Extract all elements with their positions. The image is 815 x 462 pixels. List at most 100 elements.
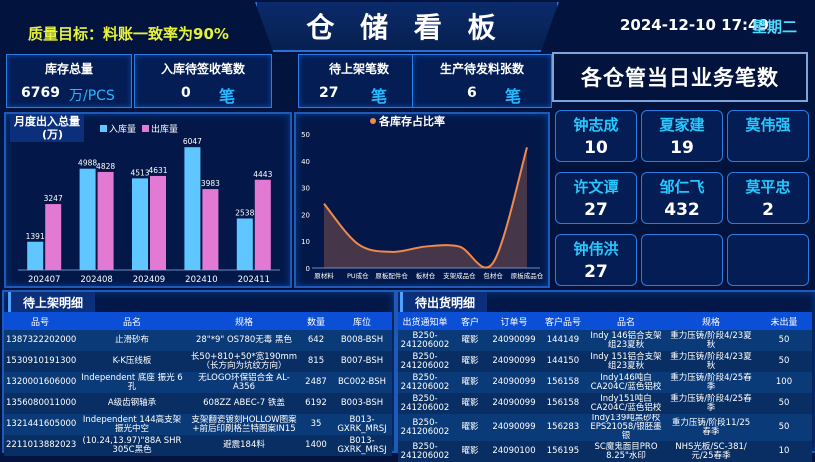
- column-header: 数量: [300, 312, 332, 330]
- table-cell: 22110138820230: [4, 435, 76, 456]
- table-cell: 156158: [540, 372, 586, 393]
- table-cell: Independent 底座 振光 6孔: [76, 372, 188, 393]
- table-cell: 50: [756, 414, 812, 441]
- person-name: 许文谭: [573, 178, 619, 196]
- bar: [27, 241, 44, 270]
- table-row[interactable]: B250-241206002 曜影 24090099 156283 Indy139吨黑砂…: [398, 414, 812, 441]
- data-label: 4513: [130, 168, 149, 177]
- table-row[interactable]: B250-241206002 曜影 24090099 156158 Indy146吨白C…: [398, 372, 812, 393]
- quality-target: 质量目标：料账一致率为90%: [28, 25, 229, 43]
- data-label: 3983: [201, 179, 220, 188]
- stat-unit: 笔: [219, 87, 236, 106]
- person-card: [641, 234, 723, 286]
- stat-title: 库存总量: [44, 62, 93, 76]
- y-tick-label: 10: [301, 238, 310, 246]
- table-cell: 24090099: [488, 372, 540, 393]
- series-line: [323, 147, 528, 269]
- table-cell: 156195: [540, 441, 586, 462]
- table-cell: NHS光板/SC-381/元/25春季: [666, 441, 756, 462]
- person-card: [727, 234, 809, 286]
- table-cell: 24090099: [488, 330, 540, 351]
- person-name: 钟志成: [573, 116, 619, 134]
- data-label: 2538: [235, 208, 254, 217]
- table-cell: B007-BSH: [332, 351, 392, 372]
- bar: [97, 171, 114, 270]
- ratio-chart-title: 各库存占比率: [378, 114, 445, 128]
- table-cell: B250-241206002: [398, 414, 452, 441]
- data-label: 4443: [253, 170, 272, 179]
- x-tick-label: 202411: [238, 275, 270, 284]
- monthly-chart-title-line2: (万): [42, 128, 64, 141]
- person-name: 邹仁飞: [659, 178, 705, 196]
- table-row[interactable]: 1321441605000710Independent 144高支架 振光中空支…: [4, 414, 392, 435]
- stat-title: 待上架笔数: [328, 62, 389, 76]
- stat-unit: 笔: [371, 87, 388, 106]
- column-header: 客户品号: [540, 312, 586, 330]
- bar: [79, 168, 96, 270]
- stat-value: 6: [467, 85, 477, 101]
- stat-card-putaway: 待上架笔数 27 笔: [298, 54, 420, 108]
- table-cell: 100: [756, 372, 812, 393]
- business-title: 各仓管当日业务笔数: [552, 52, 808, 102]
- table-cell: 避震184料: [188, 435, 300, 456]
- table-row[interactable]: B250-241206002 曜影 24090099 144149 Indy 146铝合…: [398, 330, 812, 351]
- table-cell: Indy139吨黑砂校EPS21058/银胚墨银: [586, 414, 666, 441]
- x-tick-label: 原材料: [314, 271, 334, 280]
- table-cell: B250-241206002: [398, 330, 452, 351]
- table-cell: A级齿钢轴承: [76, 393, 188, 414]
- person-card: 钟志成 10: [555, 110, 637, 162]
- bar: [254, 179, 271, 270]
- datetime: 2024-12-10 17:49: [620, 16, 769, 34]
- column-header: 规格: [188, 312, 300, 330]
- table-cell: 曜影: [452, 330, 488, 351]
- table-cell: 50: [756, 351, 812, 372]
- table-row[interactable]: B250-241206002 曜影 24090099 156158 Indy151吨白C…: [398, 393, 812, 414]
- table-cell: 1400: [300, 435, 332, 456]
- table-row[interactable]: 1356080011000010A级齿钢轴承608ZZ ABEC-7 铁盖619…: [4, 393, 392, 414]
- table-cell: Independent 144高支架 振光中空: [76, 414, 188, 435]
- y-tick-label: 50: [301, 131, 310, 139]
- column-header: 库位: [332, 312, 392, 330]
- table-row[interactable]: 153091019130010K-K压线板长50+810+50*宽190mm（长…: [4, 351, 392, 372]
- table-row[interactable]: B250-241206002 曜影 24090100 156195 SC魔鬼面目PRO …: [398, 441, 812, 462]
- table-row[interactable]: 1387322202000010止滑砂布28"*9" OS780无毒 黑色642…: [4, 330, 392, 351]
- table-cell: 50: [756, 393, 812, 414]
- y-tick-label: 20: [301, 211, 310, 219]
- table-row[interactable]: B250-241206002 曜影 24090099 144150 Indy 151铝合…: [398, 351, 812, 372]
- table-cell: 24090099: [488, 393, 540, 414]
- data-label: 6047: [183, 137, 202, 146]
- x-tick-label: 原板配件仓: [375, 271, 408, 280]
- table-cell: 35: [300, 414, 332, 435]
- table-cell: 曜影: [452, 441, 488, 462]
- bar: [150, 175, 166, 270]
- table-cell: Indy146吨白CA204C/蓝色铝校: [586, 372, 666, 393]
- x-tick-label: PU成仓: [347, 271, 369, 280]
- data-label: 4988: [78, 159, 97, 168]
- legend-label: 出库量: [151, 123, 178, 135]
- stat-title: 入库待签收笔数: [160, 62, 245, 76]
- table-cell: B013-GXRK_MRSJ: [332, 414, 392, 435]
- ratio-chart: 各库存占比率 0 10 20 30 40 50 原材料 PU成仓 原板配件仓 板材仓 支架成品仓 包材仓…: [301, 114, 544, 280]
- table-cell: 24090099: [488, 414, 540, 441]
- x-tick-label: 202410: [185, 275, 217, 284]
- weekday: 星期二: [752, 18, 798, 36]
- table-row[interactable]: 22110138820230 (10.24,13.97)"88A SHR 305C…: [4, 435, 392, 456]
- table-cell: 重力压铸/阶段4/25春季: [666, 372, 756, 393]
- x-tick-label: 202409: [133, 275, 165, 284]
- table-cell: BC002-BSH: [332, 372, 392, 393]
- table-cell: 24090099: [488, 351, 540, 372]
- person-card: 许文谭 27: [555, 172, 637, 224]
- column-header: 订单号: [488, 312, 540, 330]
- table-cell: 曜影: [452, 414, 488, 441]
- table-row[interactable]: 1320001606000042Independent 底座 振光 6孔无LOG…: [4, 372, 392, 393]
- table-cell: 1321441605000710: [4, 414, 76, 435]
- table-cell: B003-BSH: [332, 393, 392, 414]
- person-name: 莫平忠: [745, 178, 791, 196]
- stat-value: 0: [181, 85, 191, 101]
- person-card: 钟伟洪 27: [555, 234, 637, 286]
- x-tick-label: 202407: [28, 275, 60, 284]
- monthly-chart-title: 月度出入总量 (万): [10, 114, 84, 142]
- person-card: 夏家建 19: [641, 110, 723, 162]
